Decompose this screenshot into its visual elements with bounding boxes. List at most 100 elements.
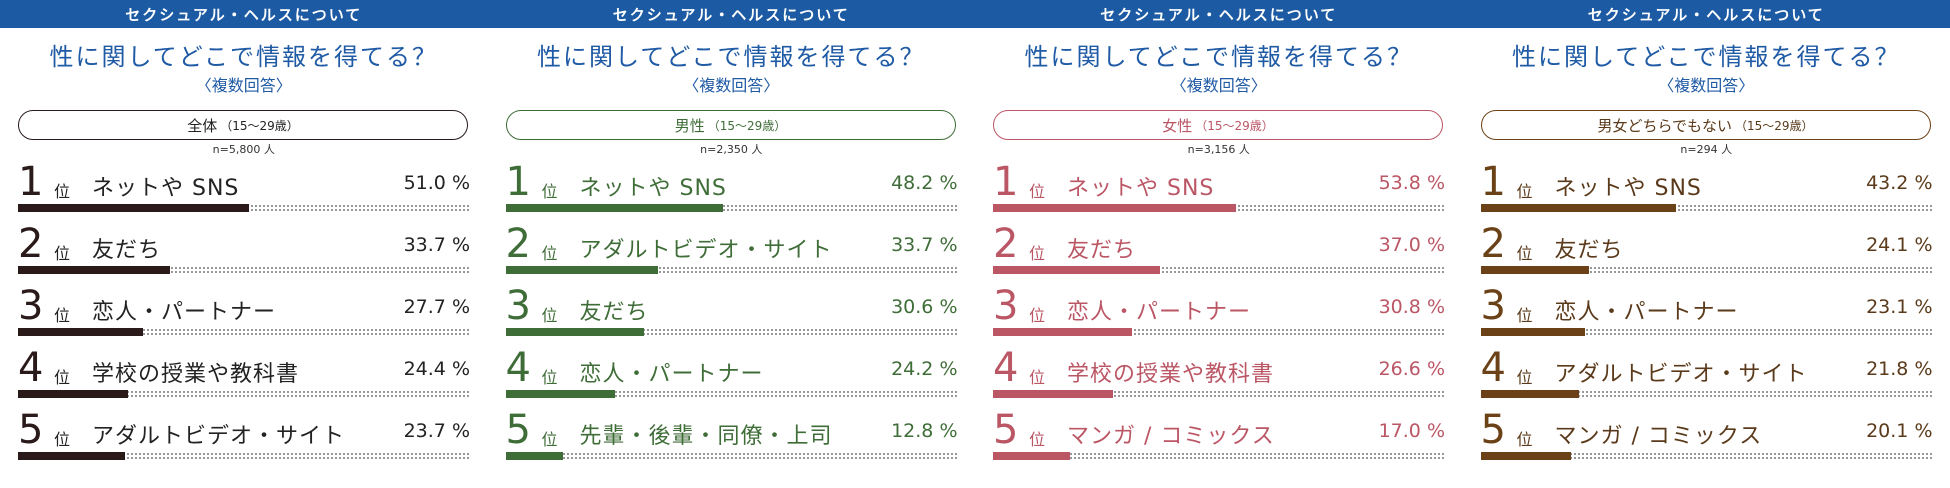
ranking-row: 1 位 ネットや SNS 43.2 % <box>1480 158 1933 220</box>
sample-size: n=2,350 人 <box>700 143 763 156</box>
rank-suffix: 位 <box>1516 430 1533 449</box>
group-name: 男女どちらでもない <box>1597 116 1732 135</box>
category-label: アダルトビデオ・サイト <box>579 238 833 263</box>
category-label: ネットや SNS <box>1554 176 1702 201</box>
section-header: セクシュアル・ヘルスについて <box>1462 0 1950 28</box>
category-label: 恋人・パートナー <box>1067 300 1252 325</box>
bar <box>993 266 1161 274</box>
section-header: セクシュアル・ヘルスについて <box>975 0 1463 28</box>
rank-number: 1 <box>1480 159 1506 205</box>
rank-number: 5 <box>505 407 531 453</box>
ranking-row: 4 位 学校の授業や教科書 26.6 % <box>993 344 1445 406</box>
chart-panel: セクシュアル・ヘルスについて 性に関してどこで情報を得てる？ 〈複数回答〉 女性 （15… <box>975 0 1463 488</box>
ranking-row: 3 位 恋人・パートナー 30.8 % <box>993 282 1445 344</box>
ranking-row: 2 位 アダルトビデオ・サイト 33.7 % <box>505 220 958 282</box>
ranking-row: 2 位 友だち 33.7 % <box>18 220 470 282</box>
value-label: 21.8 % <box>1866 358 1933 380</box>
bar <box>993 204 1237 212</box>
rank-suffix: 位 <box>1516 368 1533 387</box>
rank-number: 5 <box>1480 407 1506 453</box>
rank-suffix: 位 <box>1029 182 1046 201</box>
bar-track <box>505 452 958 460</box>
rank-suffix: 位 <box>1029 368 1046 387</box>
bar <box>505 266 658 274</box>
rank-number: 3 <box>1480 283 1506 329</box>
group-name: 女性 <box>1162 116 1193 135</box>
value-label: 26.6 % <box>1378 358 1445 380</box>
ranking-row: 5 位 先輩・後輩・同僚・上司 12.8 % <box>505 406 958 468</box>
rank-suffix: 位 <box>1516 244 1533 263</box>
bar-track <box>993 390 1445 398</box>
rank-number: 1 <box>993 159 1019 205</box>
bar-track <box>505 266 958 274</box>
rank-suffix: 位 <box>1029 306 1046 325</box>
category-label: マンガ / コミックス <box>1067 424 1275 449</box>
ranking-row: 3 位 恋人・パートナー 23.1 % <box>1480 282 1933 344</box>
value-label: 48.2 % <box>891 172 958 194</box>
rank-suffix: 位 <box>54 182 71 201</box>
rank-number: 3 <box>18 283 44 329</box>
group-age-range: （15〜29歳） <box>1195 118 1274 133</box>
rank-suffix: 位 <box>1516 306 1533 325</box>
bar <box>1480 328 1585 336</box>
value-label: 33.7 % <box>891 234 958 256</box>
bar-track <box>993 328 1445 336</box>
ranking-row: 5 位 マンガ / コミックス 20.1 % <box>1480 406 1933 468</box>
group-name: 全体 <box>187 116 218 135</box>
rank-number: 5 <box>993 407 1019 453</box>
category-label: 友だち <box>579 300 649 325</box>
rank-suffix: 位 <box>1516 182 1533 201</box>
category-label: ネットや SNS <box>92 176 240 201</box>
value-label: 23.1 % <box>1866 296 1933 318</box>
value-label: 24.2 % <box>891 358 958 380</box>
rank-suffix: 位 <box>54 244 71 263</box>
value-label: 24.1 % <box>1866 234 1933 256</box>
bar <box>993 452 1070 460</box>
sample-size: n=3,156 人 <box>1187 143 1250 156</box>
bar-track <box>1480 266 1933 274</box>
value-label: 43.2 % <box>1866 172 1933 194</box>
value-label: 33.7 % <box>403 234 470 256</box>
bar-track <box>1480 328 1933 336</box>
bar <box>18 452 126 460</box>
category-label: ネットや SNS <box>579 176 727 201</box>
rank-number: 1 <box>505 159 531 205</box>
group-pill: 全体 （15〜29歳） <box>18 110 468 140</box>
ranking-row: 1 位 ネットや SNS 51.0 % <box>18 158 470 220</box>
bar <box>1480 452 1572 460</box>
bar-track <box>18 328 470 336</box>
rank-number: 2 <box>993 221 1019 267</box>
category-label: 恋人・パートナー <box>92 300 277 325</box>
group-age-range: （15〜29歳） <box>220 118 299 133</box>
ranking-row: 4 位 恋人・パートナー 24.2 % <box>505 344 958 406</box>
bar-track <box>505 204 958 212</box>
bar-track <box>993 266 1445 274</box>
bar-track <box>505 328 958 336</box>
category-label: 友だち <box>1554 238 1624 263</box>
category-label: 先輩・後輩・同僚・上司 <box>579 424 833 449</box>
ranking-row: 5 位 アダルトビデオ・サイト 23.7 % <box>18 406 470 468</box>
ranking-list: 1 位ネットや SNS 43.2 % 2 位友だち 24.1 % 3 位恋人・パートナー 23.… <box>1480 158 1933 468</box>
bar <box>505 328 644 336</box>
bar <box>1480 266 1590 274</box>
rank-suffix: 位 <box>54 306 71 325</box>
group-pill: 男女どちらでもない （15〜29歳） <box>1480 110 1931 140</box>
bar <box>993 328 1133 336</box>
rank-suffix: 位 <box>541 430 558 449</box>
rank-number: 2 <box>505 221 531 267</box>
ranking-row: 2 位 友だち 37.0 % <box>993 220 1445 282</box>
chart-title: 性に関してどこで情報を得てる？ <box>49 43 439 71</box>
rank-number: 4 <box>18 345 44 391</box>
bar-track <box>1480 390 1933 398</box>
rank-number: 3 <box>505 283 531 329</box>
group-pill: 男性 （15〜29歳） <box>505 110 956 140</box>
rank-suffix: 位 <box>541 306 558 325</box>
rank-number: 1 <box>18 159 44 205</box>
multiple-answer-note: 〈複数回答〉 <box>1658 76 1755 95</box>
chart-title: 性に関してどこで情報を得てる？ <box>536 43 926 71</box>
bar <box>18 266 171 274</box>
value-label: 24.4 % <box>403 358 470 380</box>
group-pill: 女性 （15〜29歳） <box>993 110 1443 140</box>
ranking-row: 4 位 学校の授業や教科書 24.4 % <box>18 344 470 406</box>
